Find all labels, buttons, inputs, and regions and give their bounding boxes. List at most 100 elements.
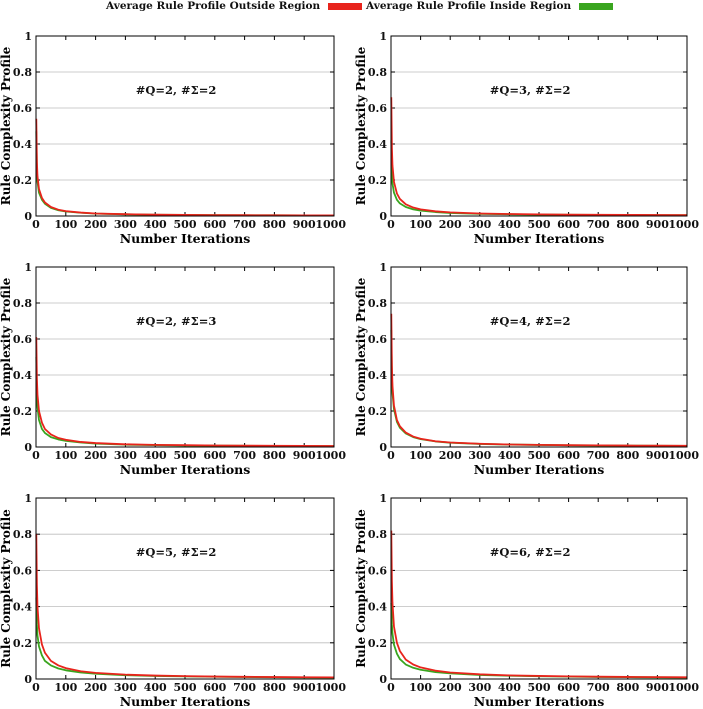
x-tick-label: 400 bbox=[498, 681, 521, 694]
x-tick-label: 1000 bbox=[668, 218, 699, 231]
y-tick-label: 0.8 bbox=[368, 528, 387, 541]
x-tick-label: 500 bbox=[174, 681, 197, 694]
y-tick-label: 0.8 bbox=[368, 66, 387, 79]
x-tick-label: 800 bbox=[263, 681, 286, 694]
legend-swatch-outside bbox=[328, 2, 363, 10]
y-tick-label: 1 bbox=[379, 30, 387, 43]
chart-panel-4: 0 0.2 0.4 0.6 0.8 1 0 100 200 300 400 500 600 700 800 9… bbox=[354, 261, 699, 477]
x-tick-label: 200 bbox=[84, 681, 107, 694]
y-tick-label: 0.8 bbox=[13, 528, 32, 541]
x-tick-label: 200 bbox=[439, 681, 462, 694]
x-tick-label: 300 bbox=[468, 449, 491, 462]
series-line-inside bbox=[35, 597, 335, 679]
x-tick-label: 900 bbox=[646, 681, 669, 694]
series-line-outside bbox=[390, 313, 688, 447]
x-tick-label: 1000 bbox=[315, 218, 346, 231]
legend: Average Rule Profile Outside Region Aver… bbox=[0, 0, 703, 14]
y-tick-label: 0.2 bbox=[368, 405, 387, 418]
y-tick-label: 0.4 bbox=[13, 369, 32, 382]
chart-panel-6: 0 0.2 0.4 0.6 0.8 1 0 100 200 300 400 500 600 700 800 9… bbox=[354, 492, 699, 709]
x-axis-label: Number Iterations bbox=[120, 694, 251, 709]
x-tick-label: 0 bbox=[32, 449, 40, 462]
legend-swatch-inside bbox=[579, 2, 614, 10]
y-tick-label: 0 bbox=[379, 441, 387, 454]
x-tick-label: 300 bbox=[468, 681, 491, 694]
chart-panel-3: 0 0.2 0.4 0.6 0.8 1 0 100 200 300 400 500 600 700 800 9… bbox=[0, 261, 346, 477]
x-tick-label: 600 bbox=[557, 449, 580, 462]
y-tick-label: 0.8 bbox=[13, 66, 32, 79]
x-tick-label: 800 bbox=[263, 449, 286, 462]
x-tick-label: 1000 bbox=[315, 449, 346, 462]
panel-annotation: #Q=3, #Σ=2 bbox=[490, 83, 571, 97]
y-tick-label: 1 bbox=[24, 261, 32, 274]
series-line-outside bbox=[390, 97, 688, 217]
panel-annotation: #Q=4, #Σ=2 bbox=[490, 314, 571, 328]
x-tick-label: 900 bbox=[646, 449, 669, 462]
x-tick-label: 800 bbox=[616, 681, 639, 694]
x-tick-label: 300 bbox=[468, 218, 491, 231]
x-axis-label: Number Iterations bbox=[474, 694, 605, 709]
y-tick-label: 0.4 bbox=[368, 369, 387, 382]
plot-frame bbox=[390, 35, 688, 217]
x-tick-label: 600 bbox=[557, 681, 580, 694]
y-tick-label: 0.2 bbox=[368, 637, 387, 650]
x-tick-label: 400 bbox=[144, 681, 167, 694]
x-tick-label: 100 bbox=[409, 681, 432, 694]
x-tick-label: 400 bbox=[144, 449, 167, 462]
y-tick-label: 0.8 bbox=[368, 297, 387, 310]
x-tick-label: 500 bbox=[174, 449, 197, 462]
panel-annotation: #Q=5, #Σ=2 bbox=[136, 545, 217, 559]
y-axis-label: Rule Complexity Profile bbox=[354, 509, 368, 668]
x-tick-label: 800 bbox=[263, 218, 286, 231]
x-tick-label: 1000 bbox=[668, 681, 699, 694]
y-tick-label: 0.6 bbox=[13, 333, 32, 346]
x-tick-label: 600 bbox=[203, 218, 226, 231]
x-axis-label: Number Iterations bbox=[120, 462, 251, 477]
y-axis-label: Rule Complexity Profile bbox=[0, 277, 13, 436]
x-tick-label: 500 bbox=[174, 218, 197, 231]
x-tick-label: 200 bbox=[84, 449, 107, 462]
y-axis-label: Rule Complexity Profile bbox=[0, 46, 13, 205]
x-tick-label: 0 bbox=[387, 218, 395, 231]
plot-frame bbox=[35, 497, 335, 680]
chart-panel-2: 0 0.2 0.4 0.6 0.8 1 0 100 200 300 400 500 600 700 800 9… bbox=[354, 30, 699, 246]
x-axis-label: Number Iterations bbox=[120, 231, 251, 246]
panel-annotation: #Q=2, #Σ=2 bbox=[136, 83, 217, 97]
y-tick-label: 1 bbox=[24, 492, 32, 505]
y-tick-label: 0.2 bbox=[13, 405, 32, 418]
y-tick-label: 0.2 bbox=[13, 637, 32, 650]
x-tick-label: 300 bbox=[114, 681, 137, 694]
y-tick-label: 0 bbox=[24, 210, 32, 223]
y-tick-label: 0.8 bbox=[13, 297, 32, 310]
y-tick-label: 0.6 bbox=[368, 333, 387, 346]
y-tick-label: 0 bbox=[24, 441, 32, 454]
plot-frame bbox=[35, 266, 335, 448]
x-tick-label: 400 bbox=[498, 218, 521, 231]
x-tick-label: 200 bbox=[439, 449, 462, 462]
y-axis-label: Rule Complexity Profile bbox=[354, 277, 368, 436]
x-tick-label: 900 bbox=[293, 449, 316, 462]
plot-frame bbox=[390, 497, 688, 680]
y-tick-label: 1 bbox=[379, 261, 387, 274]
plot-frame bbox=[35, 35, 335, 217]
legend-label-inside: Average Rule Profile Inside Region bbox=[366, 0, 572, 12]
panel-annotation: #Q=6, #Σ=2 bbox=[490, 545, 571, 559]
x-tick-label: 100 bbox=[409, 218, 432, 231]
y-tick-label: 0.4 bbox=[368, 138, 387, 151]
y-tick-label: 1 bbox=[24, 30, 32, 43]
series-line-outside bbox=[390, 530, 688, 679]
x-tick-label: 0 bbox=[387, 681, 395, 694]
x-tick-label: 100 bbox=[54, 449, 77, 462]
y-tick-label: 0.6 bbox=[13, 102, 32, 115]
legend-item-inside: Average Rule Profile Inside Region bbox=[366, 0, 614, 12]
x-tick-label: 800 bbox=[616, 449, 639, 462]
x-tick-label: 500 bbox=[528, 681, 551, 694]
legend-item-outside: Average Rule Profile Outside Region bbox=[106, 0, 363, 12]
x-tick-label: 200 bbox=[439, 218, 462, 231]
panel-annotation: #Q=2, #Σ=3 bbox=[136, 314, 217, 328]
x-tick-label: 300 bbox=[114, 218, 137, 231]
y-tick-label: 1 bbox=[379, 492, 387, 505]
x-tick-label: 600 bbox=[557, 218, 580, 231]
x-tick-label: 300 bbox=[114, 449, 137, 462]
series-line-inside bbox=[35, 356, 335, 448]
